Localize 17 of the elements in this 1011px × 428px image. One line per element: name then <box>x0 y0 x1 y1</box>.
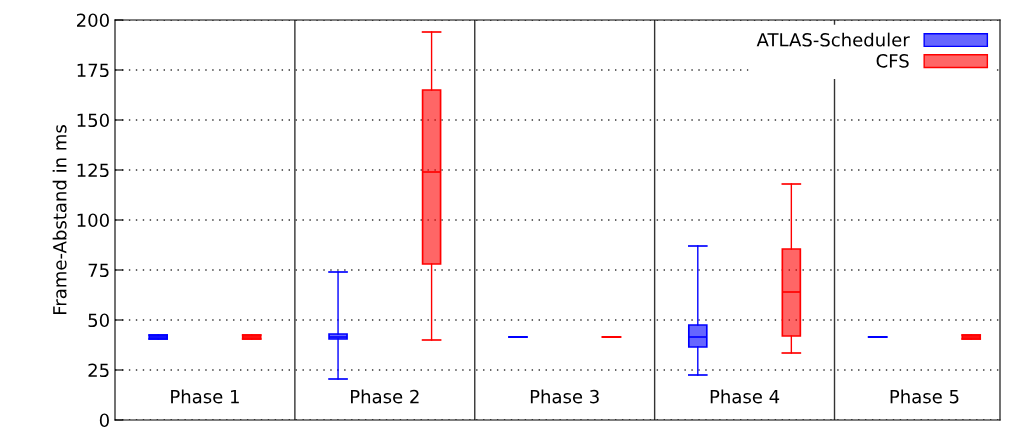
y-tick-label: 75 <box>88 263 109 278</box>
x-tick-label: Phase 4 <box>710 389 780 404</box>
x-tick-label: Phase 3 <box>530 389 599 404</box>
y-tick-label: 50 <box>88 313 109 328</box>
y-tick-label: 175 <box>77 63 109 78</box>
legend-label: ATLAS-Scheduler <box>756 32 910 47</box>
y-tick-label: 200 <box>77 13 109 28</box>
y-tick-label: 0 <box>99 413 109 428</box>
legend-label: CFS <box>876 54 909 68</box>
y-tick-label: 125 <box>77 163 109 178</box>
x-tick-label: Phase 2 <box>351 389 419 404</box>
y-tick-label: 100 <box>77 213 109 228</box>
y-axis-title: Frame-Abstand in ms <box>52 125 67 315</box>
x-tick-label: Phase 1 <box>171 389 239 404</box>
y-tick-label: 25 <box>88 363 109 378</box>
y-tick-label: 150 <box>77 113 109 128</box>
x-tick-label: Phase 5 <box>890 389 959 404</box>
